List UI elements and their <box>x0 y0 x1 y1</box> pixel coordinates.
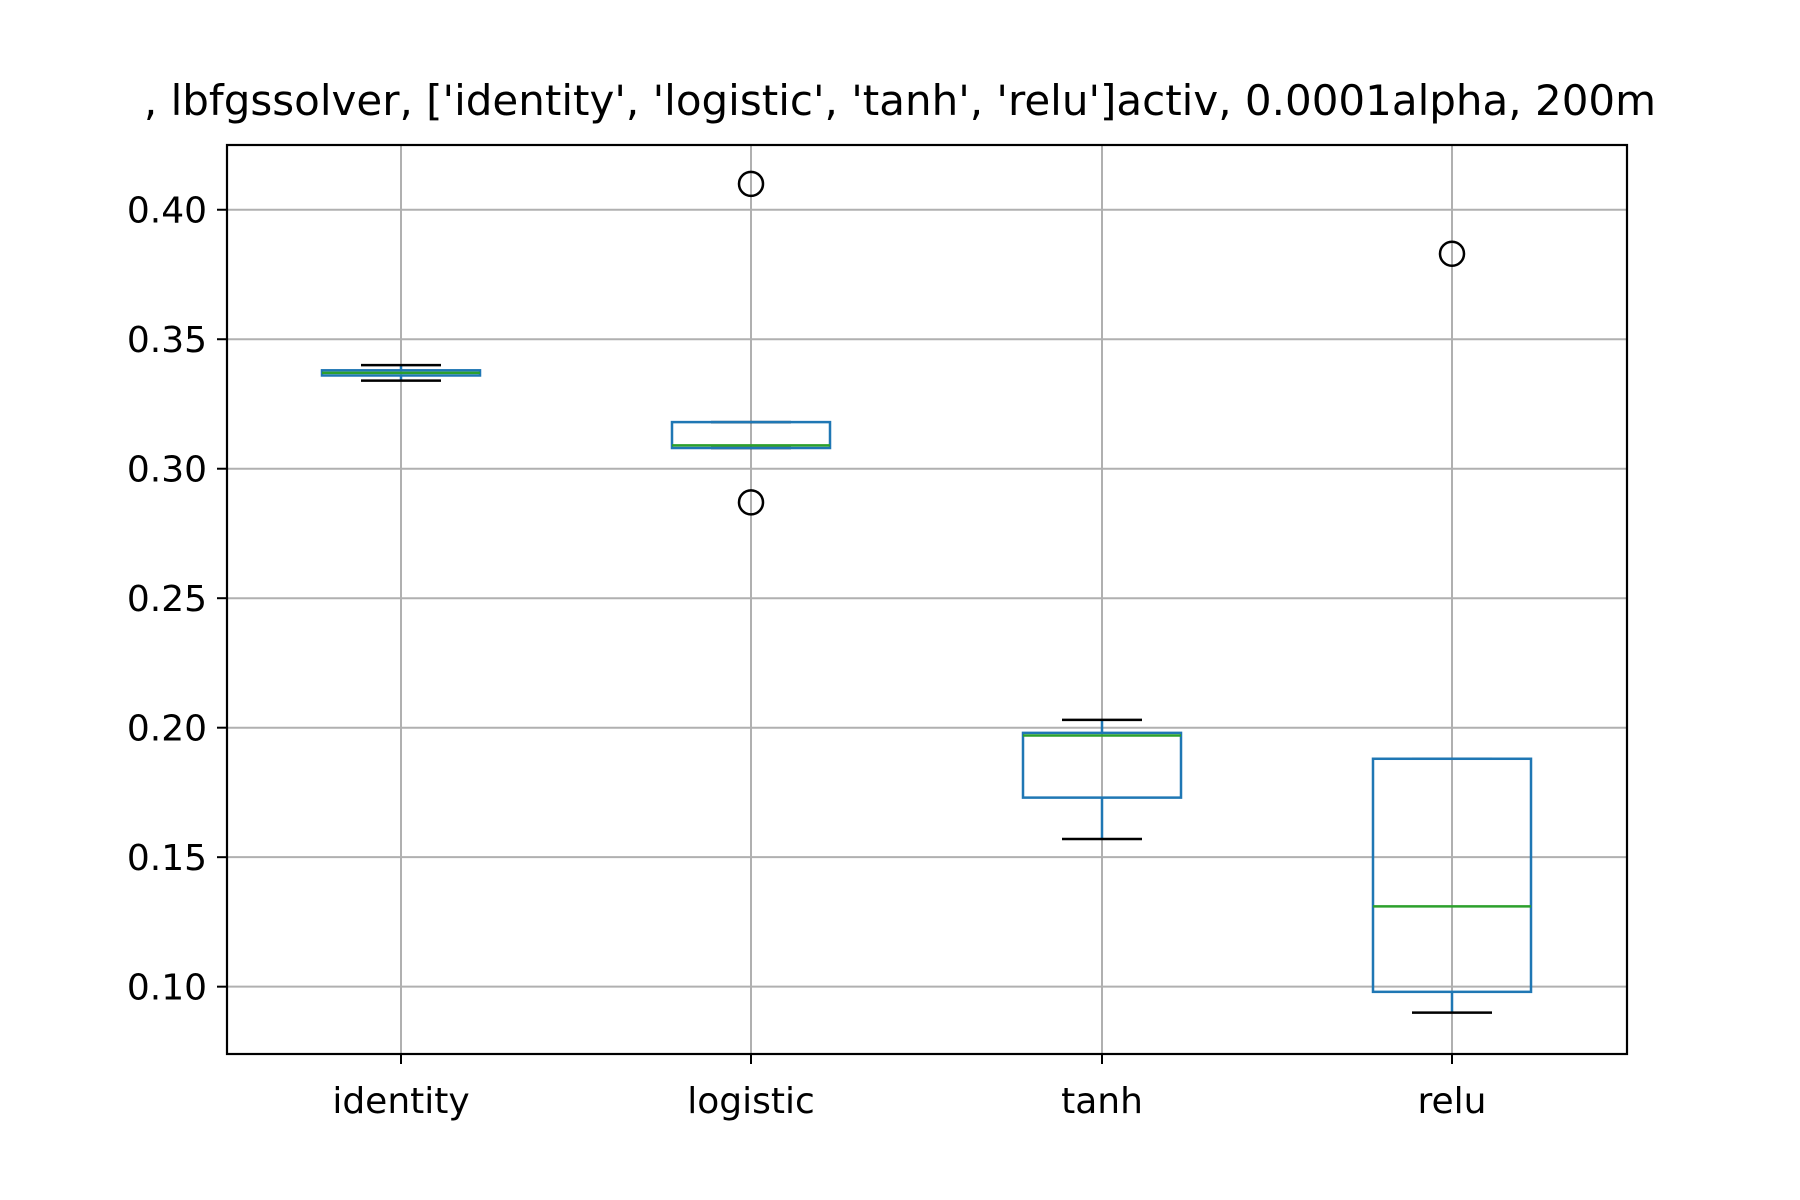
outlier-point <box>737 170 765 198</box>
x-tick-label: tanh <box>1061 1081 1143 1122</box>
y-tick-label: 0.30 <box>127 450 207 491</box>
y-tick-label: 0.20 <box>127 709 207 750</box>
y-tick-label: 0.25 <box>127 579 207 620</box>
outlier-point <box>737 489 765 516</box>
iqr-box <box>1021 731 1183 799</box>
iqr-box <box>1371 757 1533 994</box>
grid-lines <box>227 145 1627 1054</box>
y-tick-label: 0.10 <box>127 968 207 1009</box>
plot-area-frame <box>225 143 1629 1056</box>
x-tick-label: logistic <box>687 1081 815 1122</box>
box-logistic <box>670 170 832 516</box>
x-axis-ticks: identity logistic tanh relu <box>332 1054 1486 1122</box>
box-tanh <box>1021 718 1183 841</box>
y-tick-label: 0.40 <box>127 191 207 232</box>
chart-title: , lbfgssolver, ['identity', 'logistic', … <box>144 76 1656 125</box>
y-tick-label: 0.15 <box>127 838 207 879</box>
iqr-box <box>670 420 832 450</box>
box-identity <box>320 363 482 382</box>
x-tick-label: identity <box>332 1081 469 1122</box>
x-tick-label: relu <box>1418 1081 1487 1122</box>
outlier-point <box>1438 240 1466 268</box>
y-axis-ticks: 0.10 0.15 0.20 0.25 0.30 0.35 0.40 <box>127 191 227 1009</box>
boxes <box>320 170 1533 1014</box>
box-relu <box>1371 240 1533 1014</box>
y-tick-label: 0.35 <box>127 320 207 361</box>
